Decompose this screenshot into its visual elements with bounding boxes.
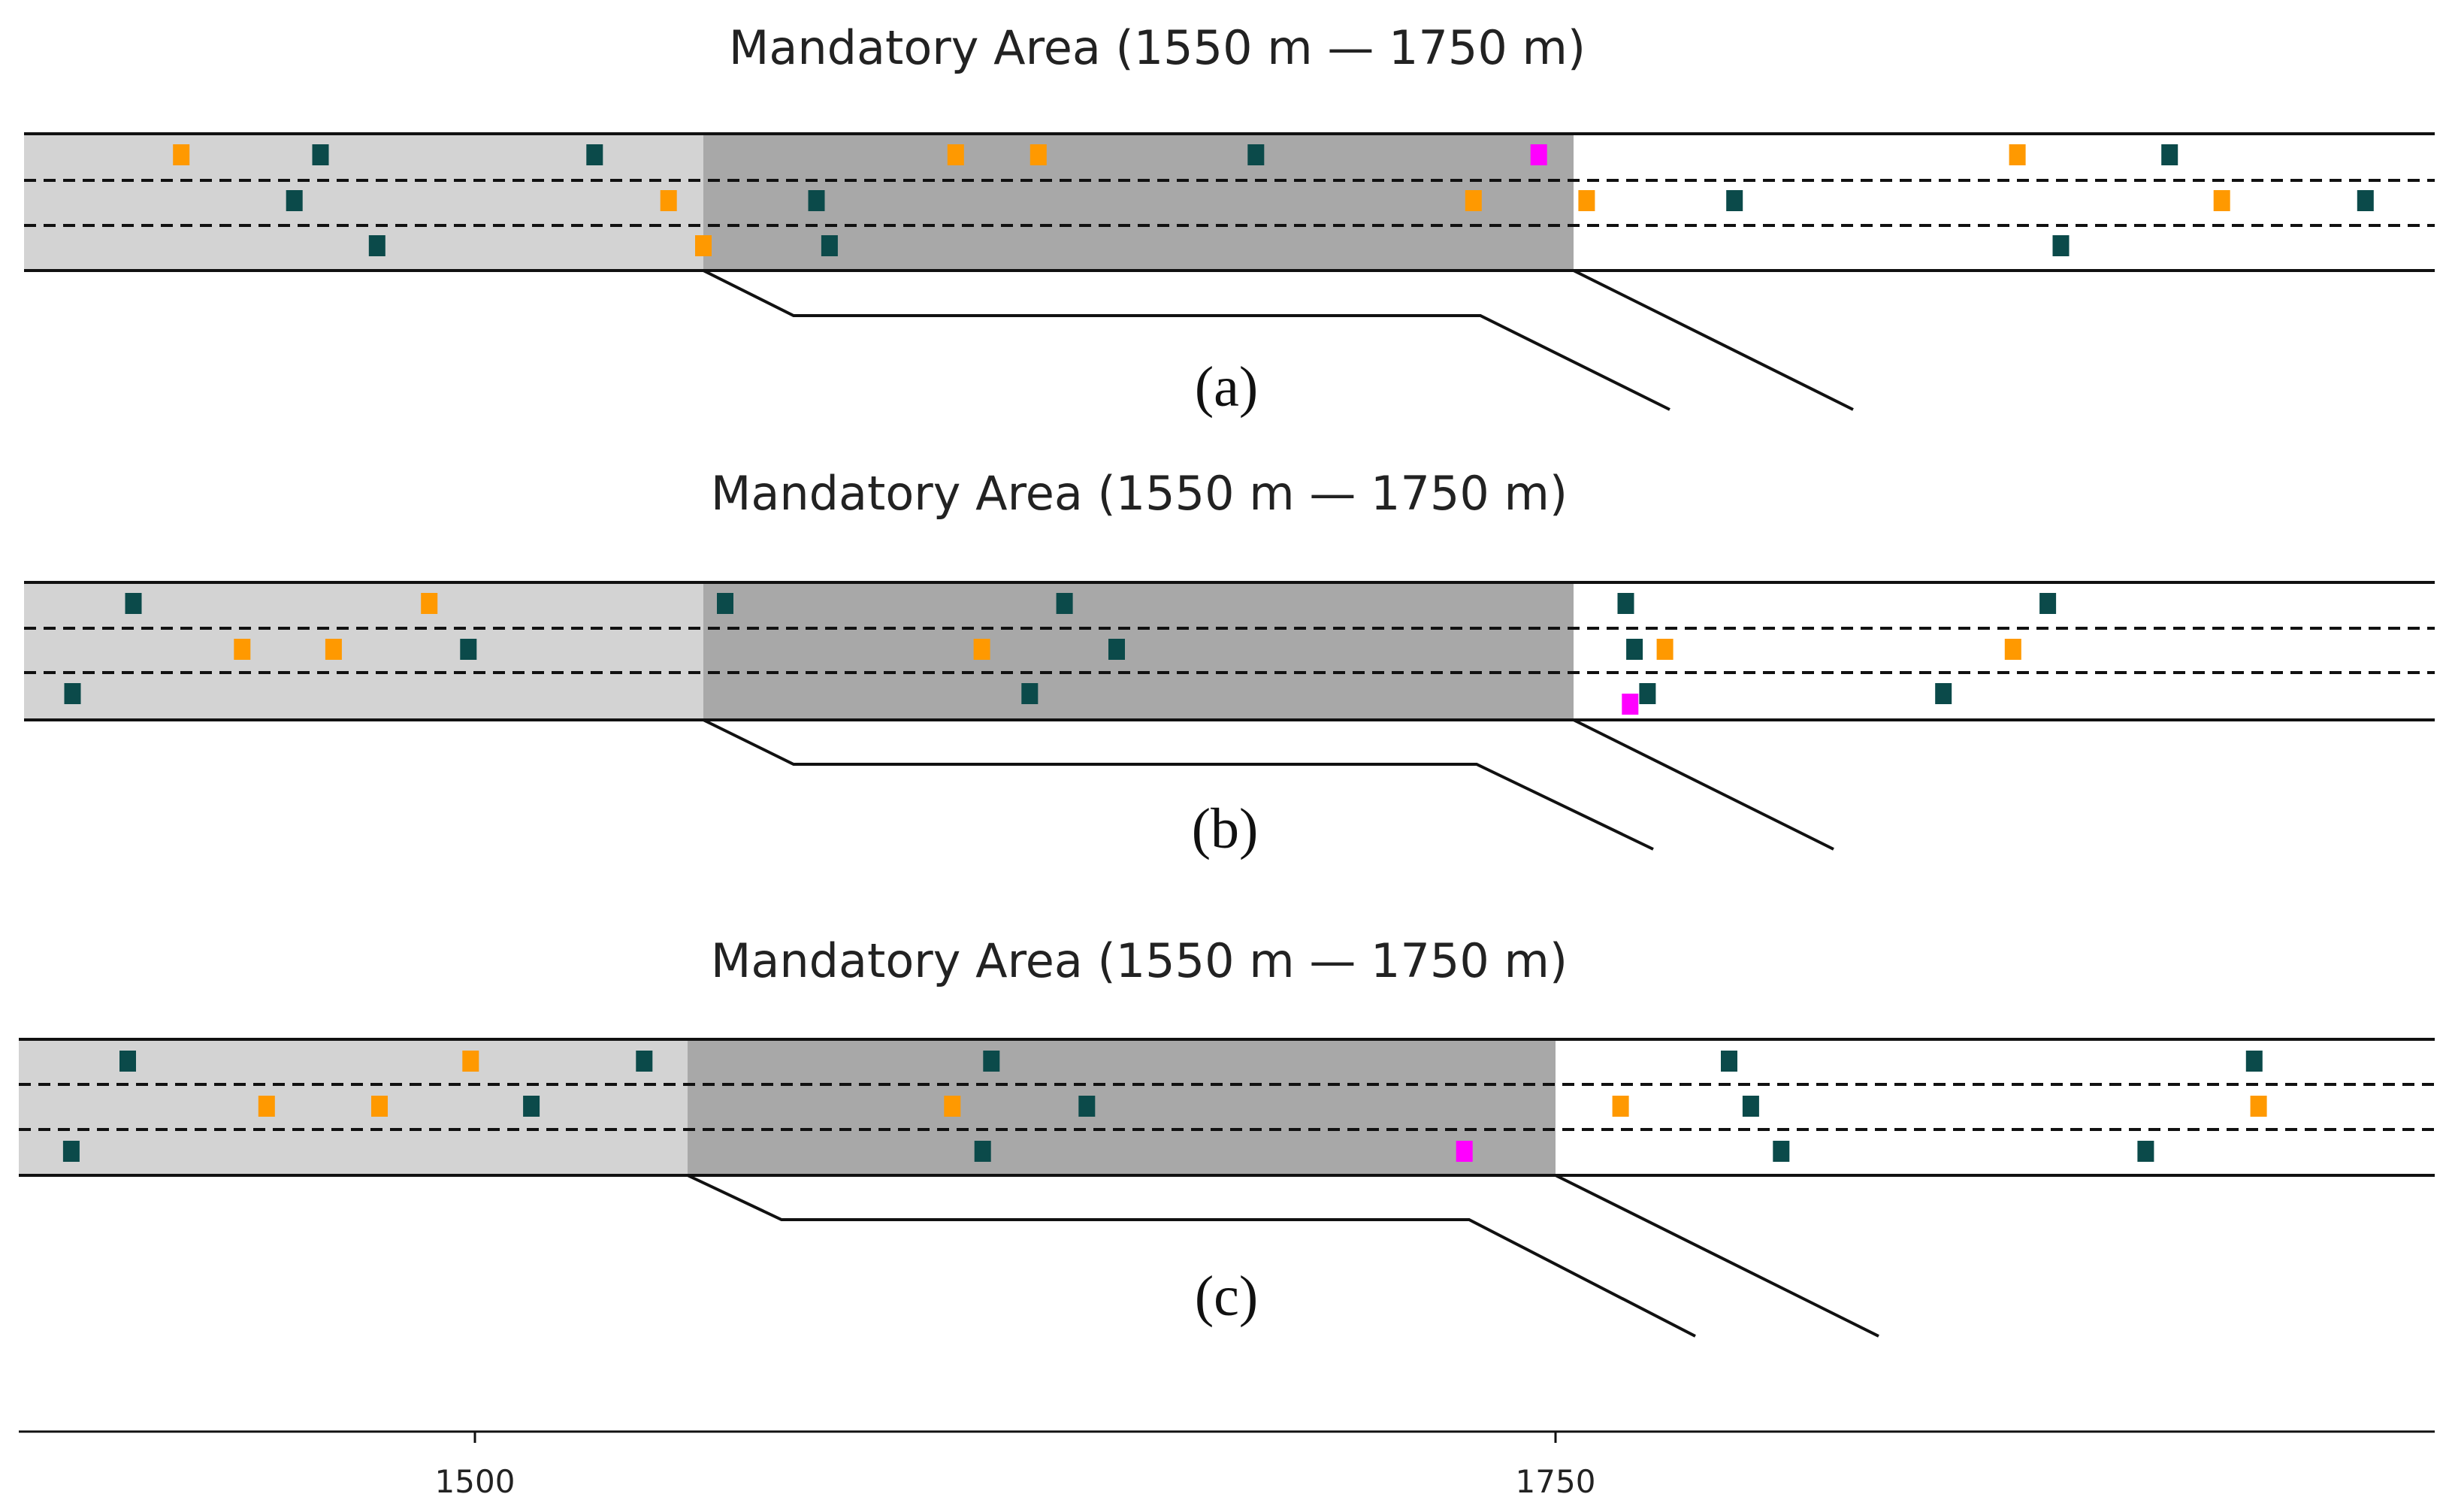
panel-a-vehicle-teal-21: [2052, 235, 2070, 256]
panel-a-title: Mandatory Area (1550 m — 1750 m): [729, 20, 1586, 75]
panel-a-ramp-outer-boundary: [1573, 269, 1854, 411]
panel-b-vehicle-teal-16: [1021, 683, 1039, 704]
panel-c-vehicle-teal-1: [119, 1051, 136, 1072]
panel-b-mandatory-area-shading: [703, 582, 1574, 720]
panel-a-vehicle-teal-20: [821, 235, 838, 256]
panel-a-vehicle-teal-10: [286, 190, 303, 211]
panel-b-vehicle-teal-11: [1108, 639, 1125, 660]
panel-b-vehicle-orange-7: [234, 639, 251, 660]
panel-c-vehicle-teal-19: [2137, 1141, 2154, 1162]
panel-c-pre-area-shading: [19, 1039, 688, 1175]
panel-a-vehicle-orange-19: [695, 235, 712, 256]
panel-c-vehicle-teal-16: [974, 1141, 991, 1162]
panel-c-caption: (c): [1195, 1265, 1258, 1328]
panel-a-vehicle-orange-8: [2009, 144, 2026, 165]
panel-a-vehicle-magenta-7: [1530, 144, 1547, 165]
panel-c-vehicle-magenta-17: [1456, 1141, 1473, 1162]
panel-a-caption: (a): [1195, 355, 1258, 419]
panel-b-vehicle-teal-3: [717, 593, 733, 614]
panel-b-vehicle-orange-14: [2004, 639, 2021, 660]
panel-c-vehicle-orange-10: [944, 1096, 961, 1117]
panel-c-vehicle-teal-18: [1773, 1141, 1790, 1162]
panel-a-vehicle-orange-5: [1029, 144, 1047, 165]
panel-a-vehicle-orange-4: [947, 144, 964, 165]
panel-c-ramp-inner-boundary: [687, 1174, 1696, 1338]
panel-a-mandatory-area-shading: [703, 134, 1574, 271]
panel-b-vehicle-teal-5: [1617, 593, 1634, 614]
panel-c-vehicle-orange-8: [371, 1096, 388, 1117]
x-axis: 1500 1750: [19, 1430, 2435, 1500]
panel-a-vehicle-orange-11: [660, 190, 677, 211]
panel-a-vehicle-orange-14: [1578, 190, 1595, 211]
panel-c-vehicle-teal-3: [636, 1051, 653, 1072]
panel-a-vehicle-teal-6: [1247, 144, 1265, 165]
panel-b-ramp-inner-boundary: [703, 718, 1654, 851]
panel-c-vehicle-teal-9: [523, 1096, 540, 1117]
panel-a-vehicle-orange-16: [2213, 190, 2230, 211]
panel-a-vehicle-teal-15: [1726, 190, 1743, 211]
panel-a-vehicle-teal-18: [368, 235, 385, 256]
panel-c-mandatory-area-shading: [688, 1039, 1556, 1175]
panel-a-vehicles: [173, 144, 2374, 256]
panel-a-vehicle-orange-1: [173, 144, 190, 165]
panel-b-caption: (b): [1192, 797, 1259, 860]
panel-a-vehicle-teal-2: [312, 144, 329, 165]
panel-c-vehicle-orange-2: [462, 1051, 479, 1072]
panel-b-vehicle-orange-2: [421, 593, 438, 614]
panel-a-ramp-inner-boundary: [703, 269, 1670, 411]
panel-c-title: Mandatory Area (1550 m — 1750 m): [711, 933, 1568, 988]
panel-b-vehicle-teal-6: [2039, 593, 2057, 614]
panel-b-vehicle-teal-9: [460, 639, 477, 660]
panel-c-vehicle-orange-12: [1612, 1096, 1629, 1117]
panel-b-vehicle-orange-8: [325, 639, 342, 660]
panel-b-ramp-outer-boundary: [1573, 718, 1834, 851]
panel-b-vehicle-teal-15: [64, 683, 81, 704]
panel-b-vehicle-teal-13: [1626, 639, 1643, 660]
panel-a-vehicle-orange-13: [1465, 190, 1482, 211]
panel-c-vehicle-teal-4: [983, 1051, 1000, 1072]
panel-a-vehicle-teal-12: [808, 190, 825, 211]
panel-b-vehicle-teal-1: [125, 593, 142, 614]
panel-c-vehicle-teal-13: [1742, 1096, 1759, 1117]
panel-b-vehicles: [64, 593, 2057, 715]
panel-c-vehicle-orange-7: [258, 1096, 275, 1117]
x-tick-label-1500: 1500: [435, 1463, 516, 1500]
panel-c-ramp-outer-boundary: [1555, 1174, 1879, 1338]
panel-b-vehicle-teal-4: [1056, 593, 1073, 614]
panel-a-vehicle-teal-3: [586, 144, 603, 165]
panel-b-vehicle-teal-18: [1935, 683, 1952, 704]
x-tick-label-1750: 1750: [1516, 1463, 1596, 1500]
panel-c-vehicle-teal-5: [1721, 1051, 1737, 1072]
panel-b-vehicle-teal-17: [1639, 683, 1656, 704]
panel-c-vehicles: [62, 1051, 2267, 1162]
panel-b-vehicle-orange-10: [973, 639, 990, 660]
panel-c-vehicle-teal-15: [62, 1141, 80, 1162]
panel-c-vehicle-orange-14: [2250, 1096, 2267, 1117]
panel-b-title: Mandatory Area (1550 m — 1750 m): [711, 466, 1568, 521]
panel-a-vehicle-teal-17: [2357, 190, 2374, 211]
panel-b-vehicle-orange-12: [1656, 639, 1673, 660]
panel-c-vehicle-teal-11: [1078, 1096, 1096, 1117]
panel-c-vehicle-teal-6: [2245, 1051, 2263, 1072]
panel-c: Mandatory Area (1550 m — 1750 m) (c): [19, 933, 2435, 1338]
panel-b: Mandatory Area (1550 m — 1750 m) (b): [24, 466, 2435, 860]
panel-b-vehicle-magenta-19: [1622, 694, 1639, 715]
panel-a: Mandatory Area (1550 m — 1750 m) (a): [24, 20, 2435, 419]
panel-a-vehicle-teal-9: [2161, 144, 2178, 165]
